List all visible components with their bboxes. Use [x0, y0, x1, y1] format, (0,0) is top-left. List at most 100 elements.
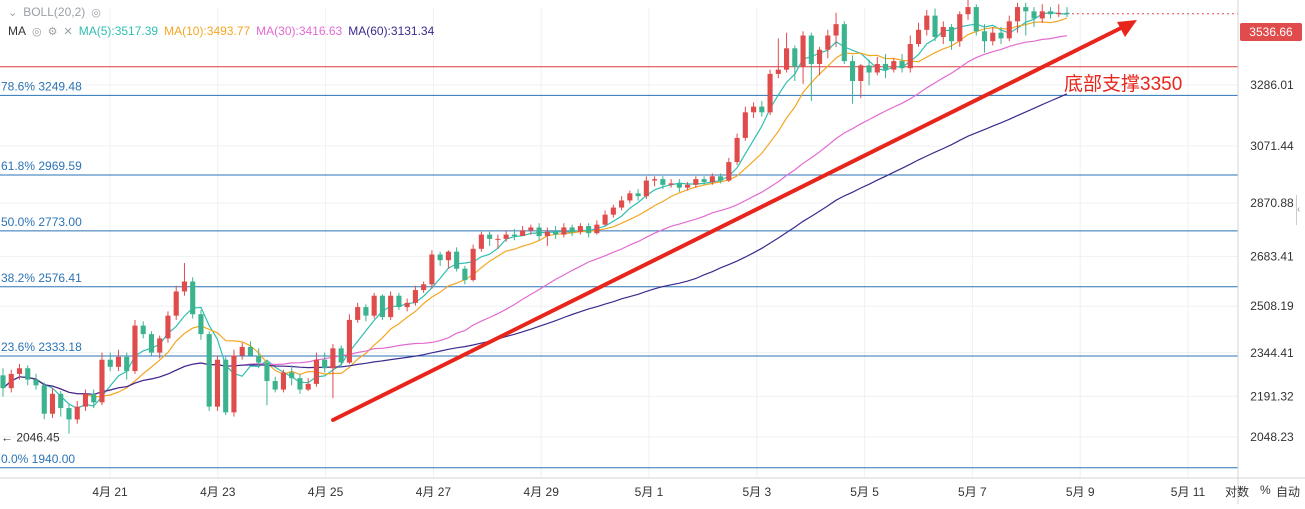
candle-body: [709, 176, 715, 182]
ma30-value: MA(30):3416.63: [256, 24, 343, 38]
candle-body: [1031, 11, 1037, 19]
candle-body: [198, 314, 204, 335]
candle-body: [404, 302, 410, 308]
y-tick-label: 3286.01: [1250, 78, 1294, 92]
candle-body: [231, 355, 237, 413]
candle-body: [511, 234, 517, 237]
candle-body: [206, 334, 212, 407]
candle-body: [825, 35, 831, 50]
candle-body: [685, 184, 691, 188]
candle-body: [82, 393, 89, 407]
boll-label: BOLL(20,2): [23, 5, 86, 19]
candle-body: [676, 183, 682, 188]
ma-label: MA: [8, 24, 26, 38]
candle-body: [190, 281, 196, 315]
candle-body: [214, 359, 221, 407]
trend-arrow-line: [331, 25, 1125, 422]
candle-body: [16, 368, 23, 374]
candle-body: [313, 359, 319, 384]
candle-body: [742, 112, 748, 138]
log-scale-toggle[interactable]: 对数: [1225, 485, 1250, 499]
candle-body: [280, 372, 286, 390]
candle-body: [115, 356, 122, 367]
annotation-layer: 底部支撑3350 3605.93 → ← 2046.45: [1, 0, 1182, 445]
candle-body: [173, 291, 179, 316]
remove-close-icon[interactable]: ✕: [63, 25, 73, 38]
ma60-line: [2, 93, 1068, 396]
candle-body: [330, 348, 336, 369]
candle-body: [181, 281, 188, 292]
candle-body: [784, 48, 790, 70]
hide-eye-icon[interactable]: ◎: [91, 6, 101, 19]
candle-body: [544, 231, 550, 237]
candle-body: [594, 224, 600, 234]
candle-body: [99, 359, 105, 403]
candles-layer: [0, 0, 1070, 434]
candle-body: [528, 227, 534, 231]
ma5-value: MA(5):3517.39: [78, 24, 159, 38]
candle-body: [1064, 12, 1070, 14]
visibility-eye-icon[interactable]: ◎: [32, 25, 42, 38]
candle-body: [751, 106, 757, 113]
candle-body: [718, 176, 724, 181]
candle-body: [932, 15, 938, 37]
candle-body: [1014, 7, 1021, 22]
ma-indicator-row: MA ◎ ⚙ ✕ MA(5):3517.39 MA(10):3493.77 MA…: [8, 22, 434, 40]
candle-body: [25, 368, 31, 380]
boll-indicator-row: ⌄ BOLL(20,2) ◎: [8, 4, 101, 20]
settings-gear-icon[interactable]: ⚙: [47, 25, 58, 38]
candle-body: [792, 48, 798, 67]
y-tick-label: 2870.88: [1250, 196, 1294, 210]
candle-body: [536, 227, 542, 237]
candle-body: [322, 359, 328, 369]
candle-body: [1023, 7, 1029, 12]
candle-body: [58, 393, 64, 409]
x-tick-label: 5月 9: [1066, 485, 1095, 499]
candle-body: [305, 383, 311, 390]
candle-body: [454, 251, 460, 269]
candle-body: [701, 179, 707, 182]
candle-body: [495, 238, 501, 240]
x-tick-label: 5月 3: [742, 485, 771, 499]
candle-body: [520, 230, 526, 237]
candle-body: [602, 214, 608, 225]
candle-body: [165, 315, 171, 339]
candle-body: [775, 69, 781, 74]
candle-body: [965, 7, 971, 15]
x-tick-label: 5月 1: [635, 485, 664, 499]
candle-body: [899, 61, 905, 69]
candle-body: [833, 24, 839, 36]
candle-body: [652, 179, 658, 181]
candle-body: [610, 207, 616, 215]
candle-body: [643, 180, 649, 197]
candle-body: [973, 7, 979, 32]
candle-body: [371, 295, 377, 316]
auto-scale-toggle[interactable]: 自动: [1276, 485, 1301, 499]
candle-body: [981, 31, 988, 42]
peak-price-label: 3605.93 →: [916, 0, 975, 3]
candle-body: [503, 234, 509, 239]
candle-body: [421, 284, 427, 291]
candle-body: [33, 379, 39, 386]
x-tick-label: 5月 11: [1171, 485, 1206, 499]
candle-body: [74, 406, 80, 420]
candle-body: [841, 24, 847, 62]
ma10-value: MA(10):3493.77: [164, 24, 251, 38]
candle-body: [1039, 11, 1045, 19]
candle-body: [726, 162, 732, 181]
x-tick-label: 4月 21: [92, 485, 128, 499]
candle-body: [124, 356, 130, 372]
percent-scale-toggle[interactable]: %: [1260, 483, 1271, 497]
candle-body: [355, 307, 361, 320]
candle-body: [107, 359, 113, 367]
collapse-chevron-icon[interactable]: ⌄: [8, 6, 18, 19]
candle-body: [668, 183, 674, 185]
candle-body: [49, 393, 56, 414]
candle-body: [239, 346, 245, 356]
candle-body: [445, 251, 451, 261]
x-tick-label: 4月 23: [200, 485, 236, 499]
panel-collapse-handle[interactable]: ‹: [1296, 195, 1305, 225]
